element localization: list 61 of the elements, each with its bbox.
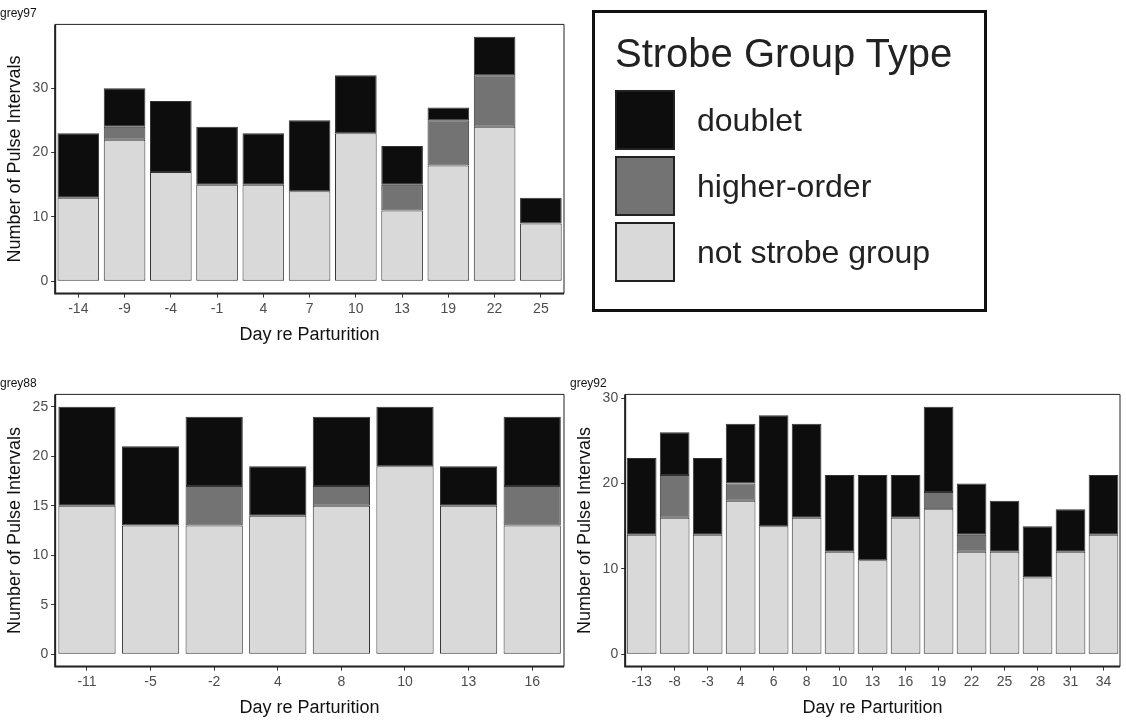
- x-tick-label: 19: [930, 672, 947, 689]
- x-tick-label: 8: [337, 672, 346, 689]
- legend-label: higher-order: [697, 167, 872, 205]
- x-tick-label: -14: [68, 299, 89, 316]
- x-tick-label: 16: [524, 672, 541, 689]
- y-tick-label: 10: [32, 207, 49, 224]
- x-axis-title: Day re Parturition: [802, 697, 943, 718]
- y-tick-label: 0: [610, 645, 619, 662]
- x-tick-label: -2: [207, 672, 221, 689]
- y-axis-title: Number of Pulse Intervals: [3, 55, 24, 263]
- x-tick-label: 13: [394, 299, 411, 316]
- y-tick-label: 10: [32, 546, 49, 563]
- x-tick-label: -1: [210, 299, 224, 316]
- x-tick-label: -13: [631, 672, 652, 689]
- x-tick-label: -3: [701, 672, 715, 689]
- legend-label: doublet: [697, 101, 802, 139]
- legend-label: not strobe group: [697, 233, 931, 271]
- x-tick-label: 28: [1029, 672, 1046, 689]
- x-tick-label: 13: [864, 672, 881, 689]
- y-axis-title: Number of Pulse Intervals: [3, 426, 24, 635]
- x-tick-label: -11: [77, 672, 97, 689]
- x-tick-label: 25: [996, 672, 1013, 689]
- x-tick-label: 7: [305, 299, 314, 316]
- legend-title: Strobe Group Type: [615, 31, 954, 76]
- x-tick-label: 16: [897, 672, 914, 689]
- x-tick-label: 10: [397, 672, 413, 689]
- y-tick-label: 20: [32, 143, 49, 160]
- y-tick-label: 25: [32, 397, 49, 414]
- y-tick-label: 15: [32, 496, 49, 513]
- y-tick-label: 20: [32, 447, 49, 464]
- x-tick-label: 4: [273, 672, 282, 689]
- x-tick-label: 4: [259, 299, 268, 316]
- y-tick-label: 30: [32, 79, 49, 96]
- chart-title: grey92: [570, 375, 608, 390]
- x-tick-label: 19: [440, 299, 457, 316]
- x-tick-label: -9: [118, 299, 131, 316]
- x-tick-label: 4: [736, 672, 745, 689]
- x-tick-label: -5: [144, 672, 158, 689]
- x-tick-label: 6: [769, 672, 778, 689]
- x-tick-label: 25: [533, 299, 549, 316]
- y-tick-label: 0: [40, 272, 49, 289]
- x-axis-title: Day re Parturition: [239, 324, 380, 345]
- y-tick-label: 0: [40, 645, 49, 662]
- x-tick-label: 13: [460, 672, 477, 689]
- x-tick-label: 22: [963, 672, 980, 689]
- x-tick-label: 34: [1095, 672, 1112, 689]
- y-tick-label: 20: [602, 474, 619, 491]
- x-tick-label: 22: [486, 299, 503, 316]
- x-tick-label: 10: [348, 299, 364, 316]
- x-tick-label: 31: [1062, 672, 1079, 689]
- chart-title: grey88: [0, 375, 38, 390]
- x-tick-label: 10: [831, 672, 848, 689]
- x-axis-title: Day re Parturition: [239, 697, 380, 718]
- x-tick-label: -8: [668, 672, 682, 689]
- y-tick-label: 5: [40, 595, 49, 612]
- y-tick-label: 10: [602, 559, 619, 576]
- chart-title: grey97: [0, 5, 38, 20]
- y-axis-title: Number of Pulse Intervals: [573, 426, 594, 635]
- x-tick-label: -4: [164, 299, 178, 316]
- x-tick-label: 8: [802, 672, 811, 689]
- y-tick-label: 30: [602, 389, 619, 406]
